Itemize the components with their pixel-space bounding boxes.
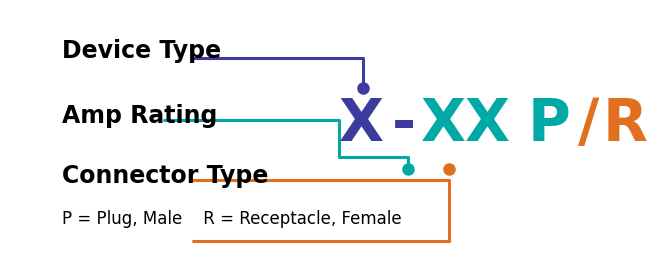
Text: XX: XX — [421, 96, 511, 153]
Text: R: R — [603, 96, 648, 153]
Text: P = Plug, Male    R = Receptacle, Female: P = Plug, Male R = Receptacle, Female — [62, 210, 402, 228]
Text: Connector Type: Connector Type — [62, 164, 268, 188]
Text: X: X — [339, 96, 384, 153]
Text: P: P — [527, 96, 570, 153]
Text: Amp Rating: Amp Rating — [62, 104, 218, 128]
Text: /: / — [578, 96, 599, 153]
Text: -: - — [393, 96, 417, 153]
Text: Device Type: Device Type — [62, 39, 222, 63]
